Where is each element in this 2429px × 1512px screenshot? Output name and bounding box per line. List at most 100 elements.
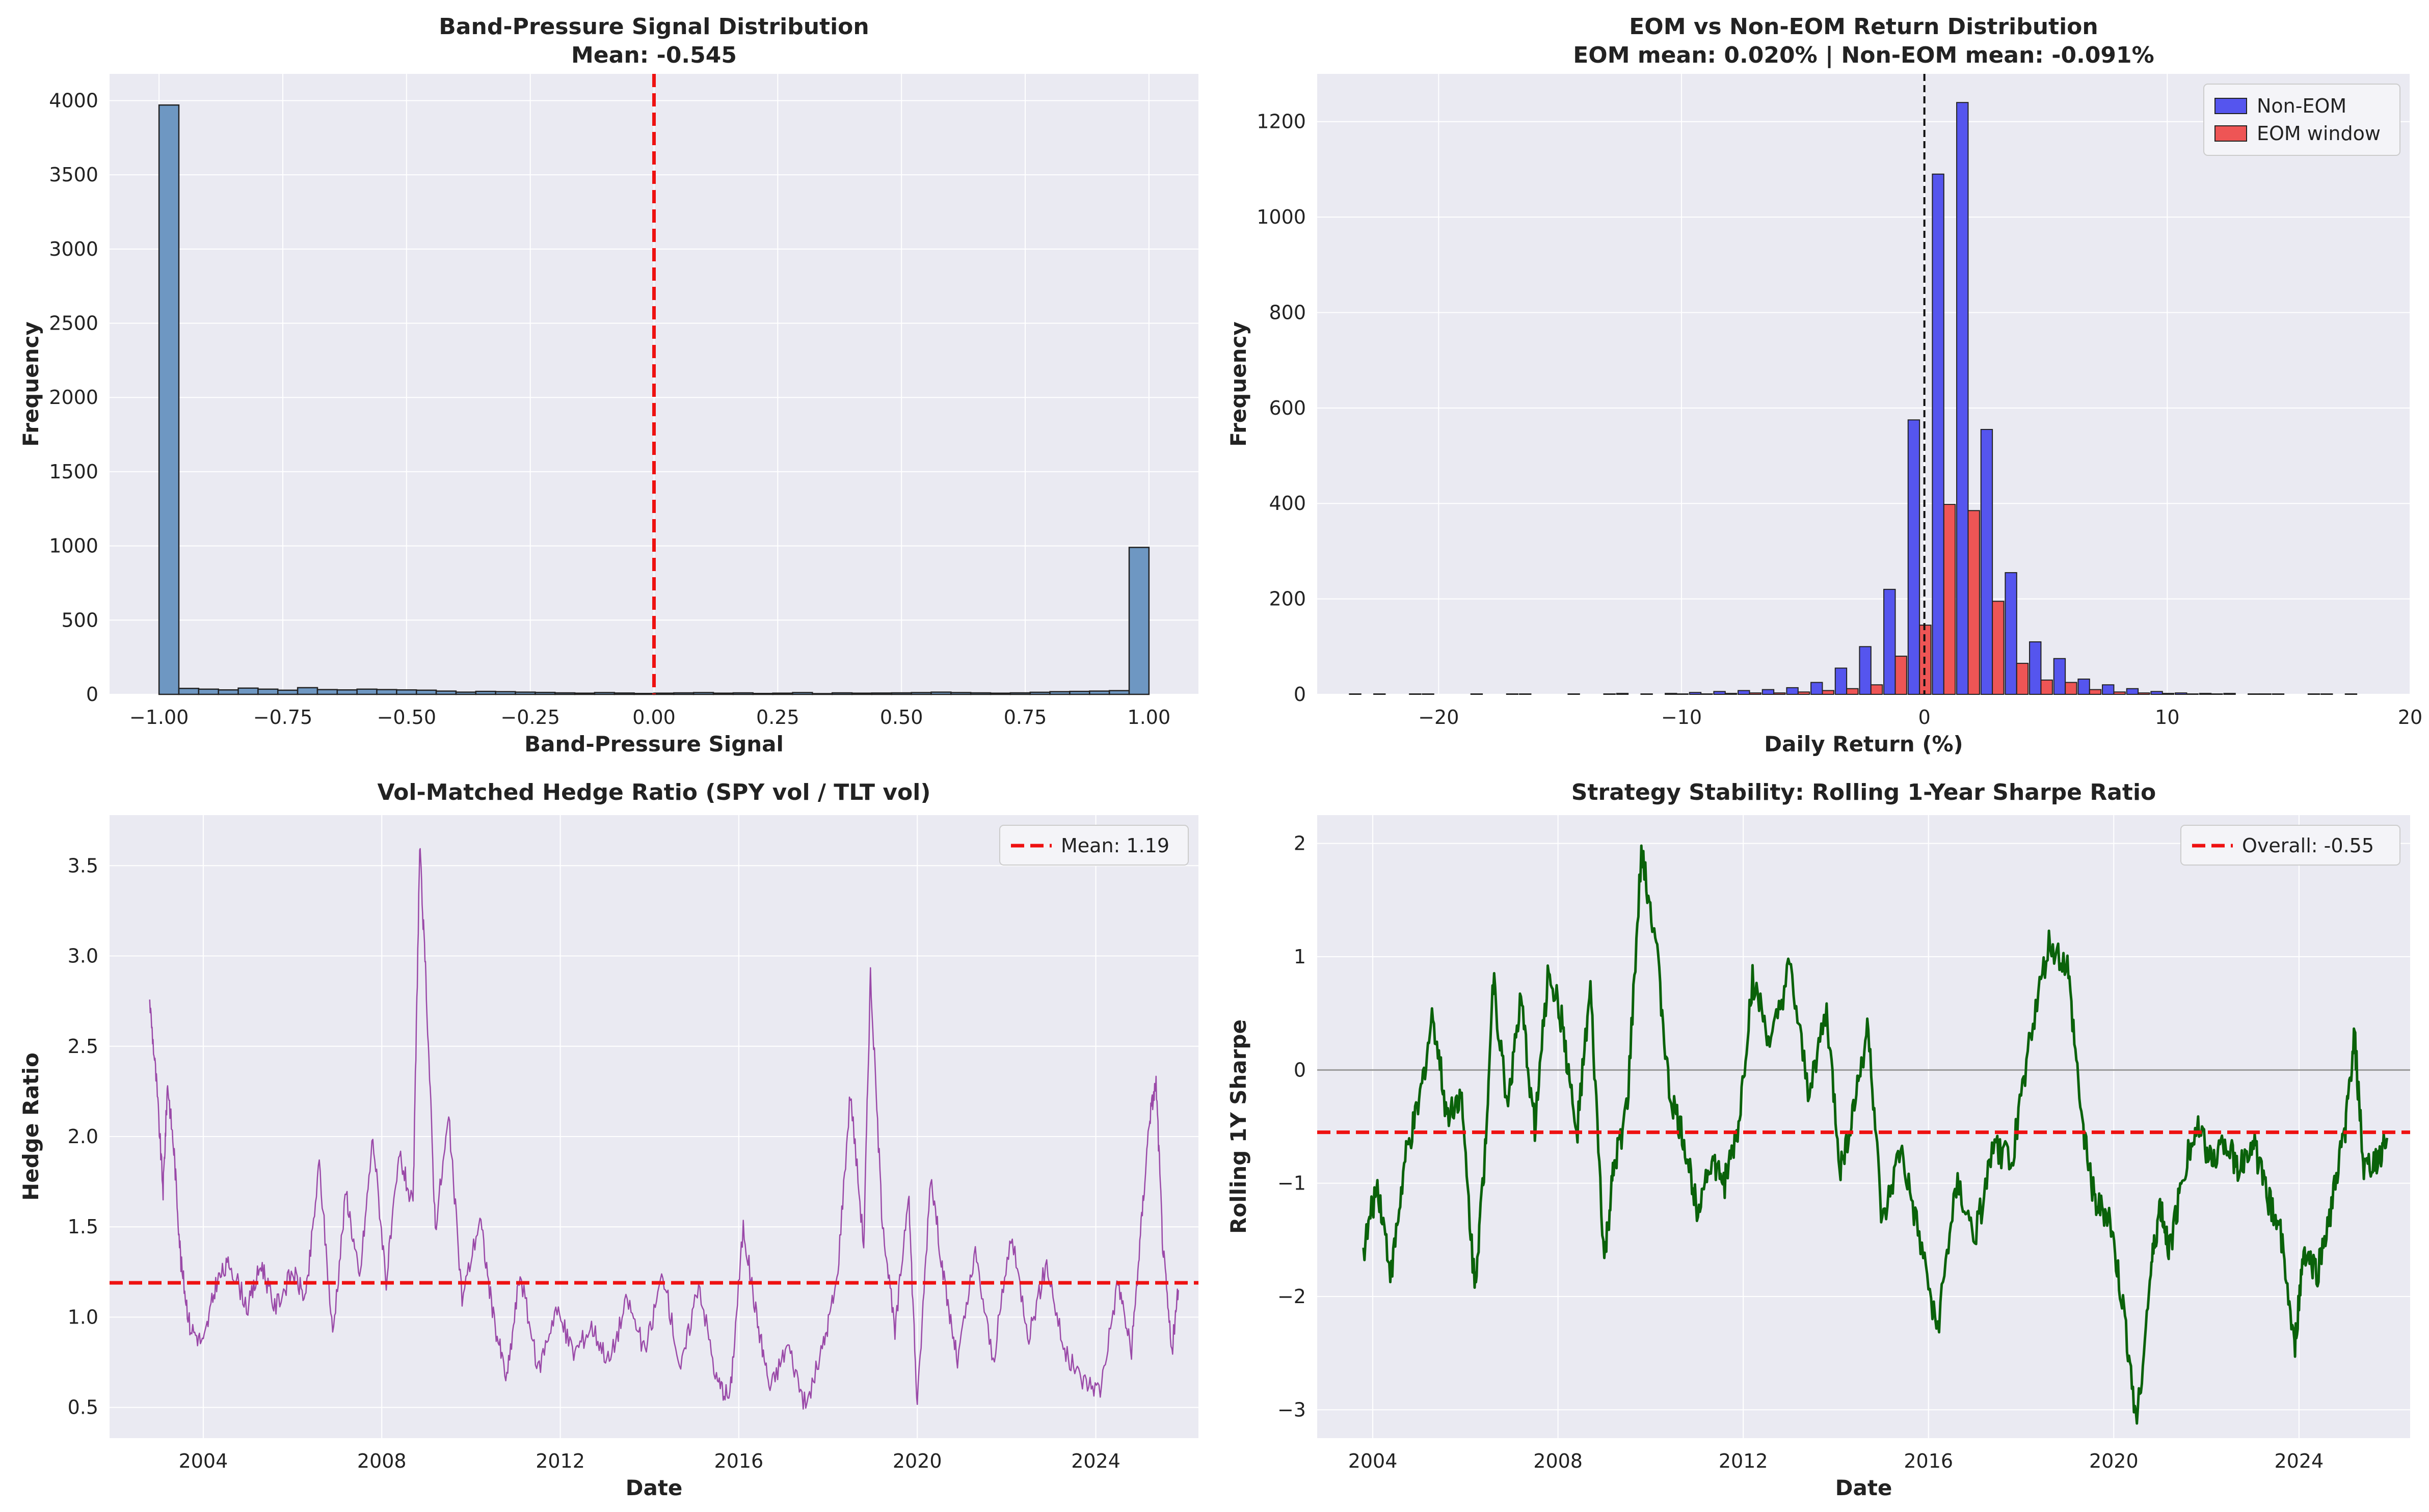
bar-eom xyxy=(1894,656,1907,695)
histogram-bar xyxy=(277,689,299,695)
bar-non-eom xyxy=(2199,693,2212,695)
y-tick-label: 3500 xyxy=(49,164,98,186)
histogram-bar xyxy=(673,692,695,695)
chart-title: EOM vs Non-EOM Return Distribution xyxy=(1629,14,2098,40)
bar-eom xyxy=(2113,691,2126,695)
bar-eom xyxy=(1870,684,1883,695)
x-tick-label: −10 xyxy=(1661,706,1702,728)
x-tick-label: −0.75 xyxy=(253,706,312,728)
histogram-bar xyxy=(950,692,972,695)
y-tick-label: 500 xyxy=(61,609,98,631)
histogram-bar xyxy=(1128,547,1150,695)
plot-area xyxy=(1317,74,2410,694)
bar-non-eom xyxy=(2077,679,2090,695)
y-tick-label: 3.0 xyxy=(68,945,98,967)
legend: Overall: -0.55 xyxy=(2180,825,2400,866)
x-axis-label: Date xyxy=(626,1475,683,1500)
y-tick-label: 2.5 xyxy=(68,1035,98,1058)
y-tick-label: 0 xyxy=(1294,683,1306,706)
y-tick-label: 2000 xyxy=(49,386,98,409)
bar-non-eom xyxy=(1834,667,1848,695)
chart-subtitle: EOM mean: 0.020% | Non-EOM mean: -0.091% xyxy=(1573,42,2154,68)
histogram-bar xyxy=(574,692,596,695)
y-tick-label: 600 xyxy=(1269,397,1306,419)
x-tick-label: 2016 xyxy=(1904,1450,1953,1472)
x-tick-label: 2012 xyxy=(1719,1450,1768,1472)
hedge-ratio-line xyxy=(149,848,1179,1410)
x-tick-label: 2004 xyxy=(1348,1450,1398,1472)
histogram-bar xyxy=(237,687,259,695)
bar-non-eom xyxy=(1980,429,1993,695)
bar-non-eom xyxy=(2102,684,2115,695)
legend-label-non-eom: Non-EOM xyxy=(2257,95,2346,117)
panel-signal-distribution: −1.00 −0.75 −0.50 −0.25 0.00 0.25 0.50 0.75 1.00… xyxy=(18,14,1198,757)
x-tick-label: 0 xyxy=(1918,706,1931,728)
legend: Mean: 1.19 xyxy=(999,825,1189,866)
y-tick-label: 1500 xyxy=(49,461,98,483)
histogram-bar xyxy=(495,691,516,695)
x-axis-label: Band-Pressure Signal xyxy=(524,732,784,757)
histogram-bar xyxy=(970,692,992,695)
histogram-bar xyxy=(435,690,457,695)
y-axis-label: Rolling 1Y Sharpe xyxy=(1226,1019,1251,1234)
bar-non-eom xyxy=(1786,687,1799,695)
y-tick-label: 3000 xyxy=(49,238,98,260)
histogram-bar xyxy=(1069,690,1090,695)
histogram-bar xyxy=(792,692,813,695)
histogram-bar xyxy=(376,689,397,695)
x-tick-label: 1.00 xyxy=(1128,706,1171,728)
bar-non-eom xyxy=(2126,688,2139,695)
histogram-bar xyxy=(336,689,358,695)
histogram-bar xyxy=(1029,691,1051,695)
x-axis-label: Daily Return (%) xyxy=(1764,732,1963,757)
histogram-bar xyxy=(891,692,912,695)
histogram-bar xyxy=(554,692,576,695)
x-tick-label: 20 xyxy=(2398,706,2422,728)
x-tick-label: 0.00 xyxy=(632,706,676,728)
bar-non-eom xyxy=(1713,691,1726,695)
legend-box xyxy=(2180,825,2400,866)
bar-non-eom xyxy=(2005,572,2017,695)
bar-eom xyxy=(2089,689,2102,695)
histogram-bar xyxy=(613,692,635,695)
legend-label-eom: EOM window xyxy=(2257,122,2381,145)
bar-eom xyxy=(2040,679,2053,695)
x-tick-label: 2004 xyxy=(179,1450,228,1472)
legend-label: Mean: 1.19 xyxy=(1061,834,1169,857)
y-axis-label: Hedge Ratio xyxy=(18,1052,43,1201)
x-tick-label: 2012 xyxy=(536,1450,585,1472)
histogram-bar xyxy=(653,692,675,695)
bar-eom xyxy=(1797,691,1810,695)
y-tick-label: 1.5 xyxy=(68,1216,98,1238)
bar-non-eom xyxy=(2150,691,2163,695)
bar-eom xyxy=(1749,692,1761,695)
legend-box xyxy=(999,825,1189,866)
histogram-bar xyxy=(415,689,437,695)
bar-non-eom xyxy=(1665,693,1677,695)
x-tick-label: 2024 xyxy=(2275,1450,2324,1472)
x-tick-label: 2008 xyxy=(1533,1450,1583,1472)
histogram-bar xyxy=(712,692,734,695)
histogram-bar xyxy=(871,692,893,695)
y-tick-label: 2.0 xyxy=(68,1125,98,1148)
x-tick-label: −0.25 xyxy=(500,706,559,728)
legend-label: Overall: -0.55 xyxy=(2242,834,2374,857)
histogram-bar xyxy=(851,692,873,695)
bar-eom xyxy=(1822,690,1834,695)
bar-eom xyxy=(1943,504,1956,695)
y-tick-label: 1000 xyxy=(1257,206,1306,228)
panel-rolling-sharpe: 2004 2008 2012 2016 2020 2024 −3 −2 −1 0 1 2 Strateg… xyxy=(1226,779,2410,1500)
y-tick-label: 0.5 xyxy=(68,1396,98,1419)
bar-non-eom xyxy=(2175,692,2187,695)
legend-box xyxy=(2203,84,2400,156)
chart-subtitle: Mean: -0.545 xyxy=(571,42,737,68)
x-tick-label: 2020 xyxy=(893,1450,942,1472)
histogram-bar xyxy=(218,689,239,695)
plot-area xyxy=(1317,815,2410,1438)
bar-non-eom xyxy=(1689,692,1702,695)
histogram-bar xyxy=(1089,690,1110,695)
x-tick-label: 2016 xyxy=(714,1450,764,1472)
sharpe-line xyxy=(1362,844,2389,1425)
histogram-bar xyxy=(396,689,417,695)
